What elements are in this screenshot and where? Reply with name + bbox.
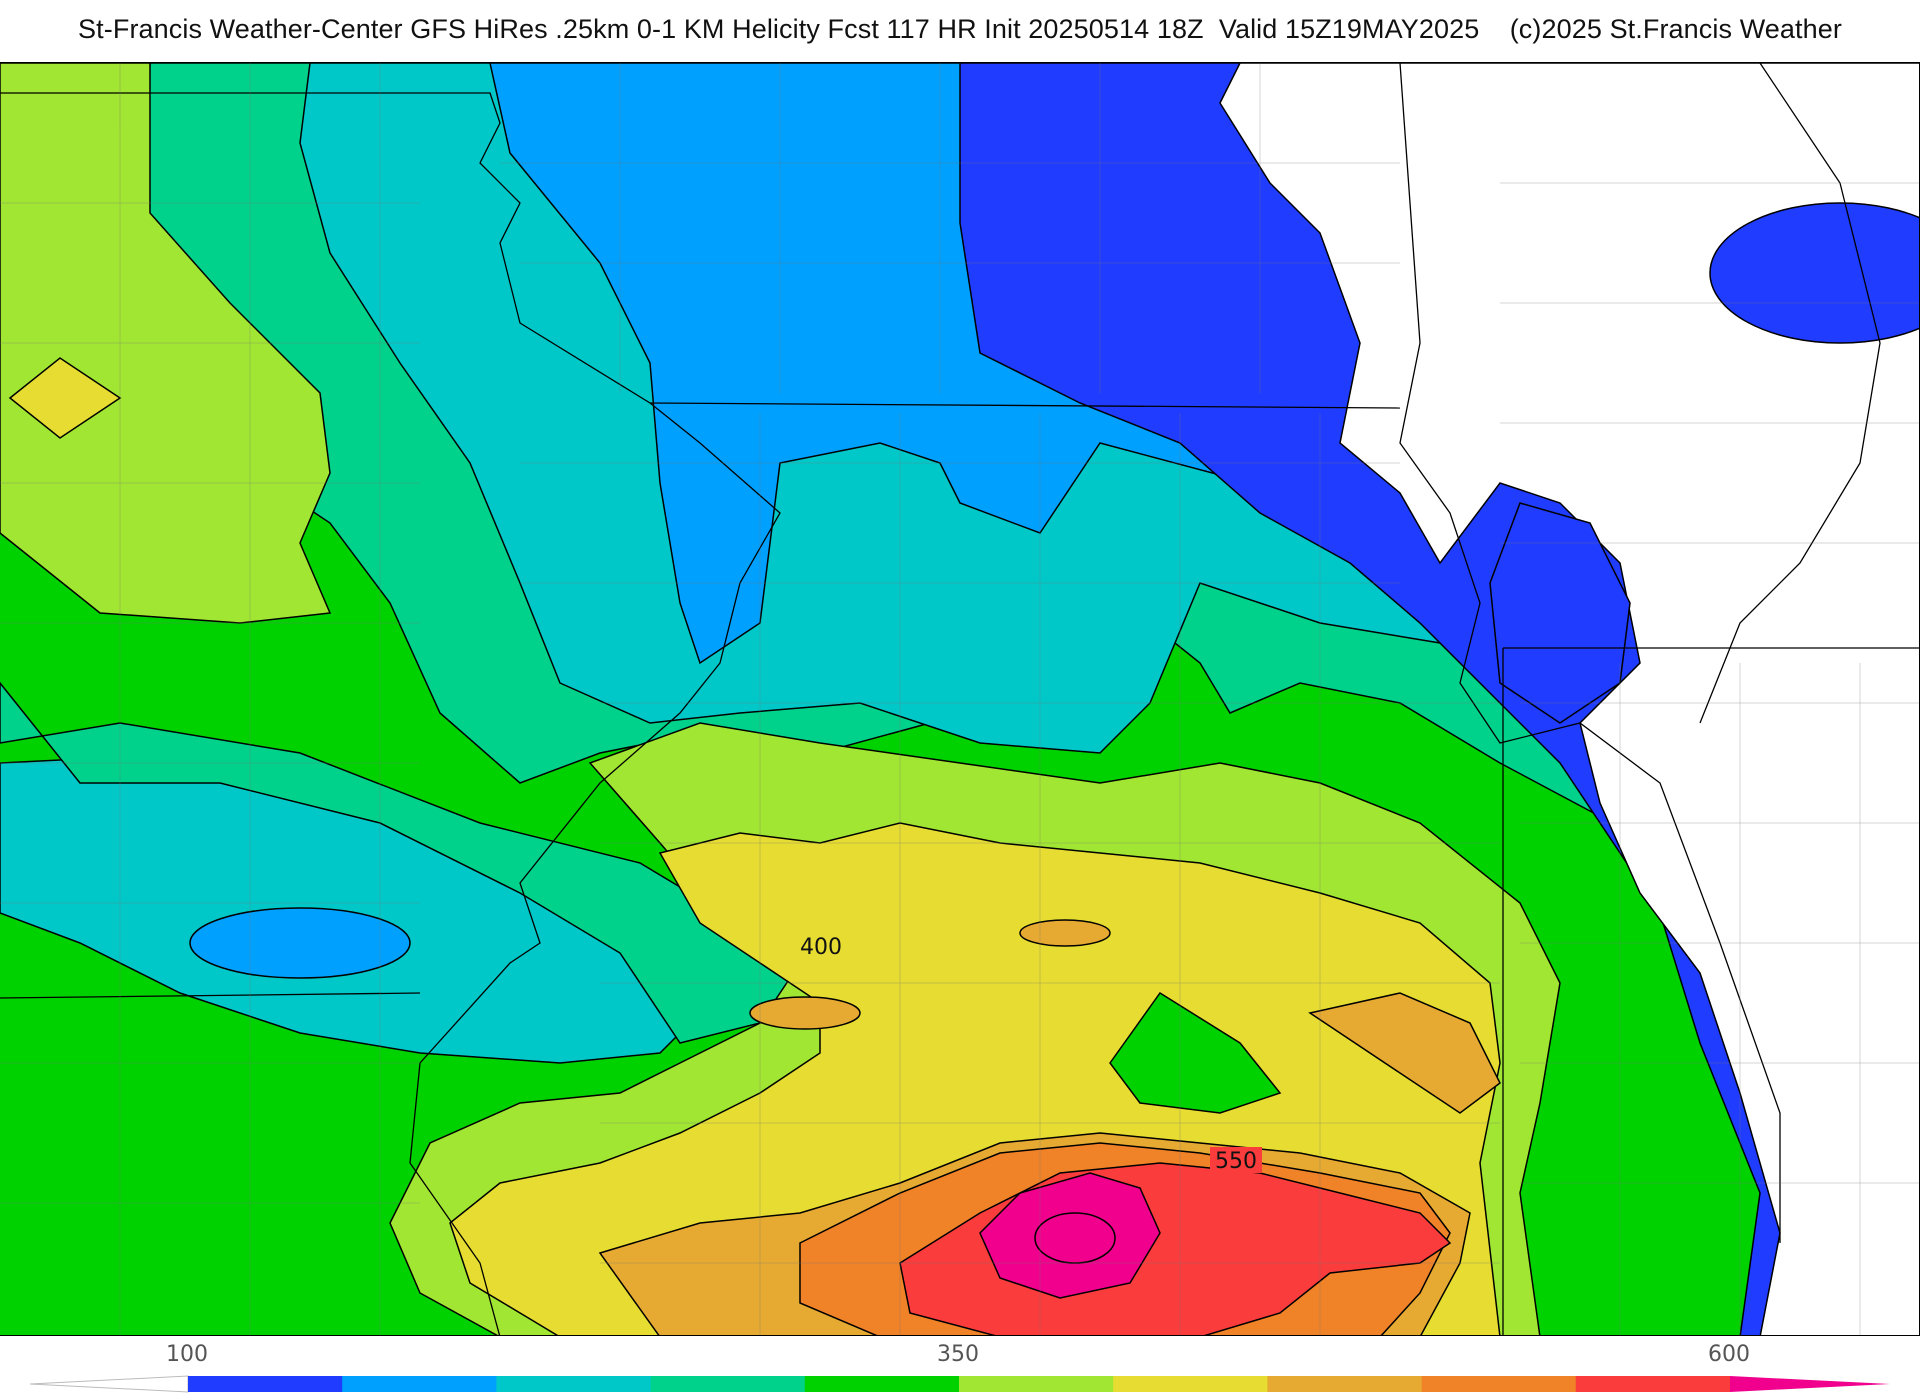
colorbar-bar [30, 1375, 1890, 1393]
colorbar: 100 350 600 [30, 1340, 1890, 1400]
field-orange-east [1308, 992, 1501, 1114]
colorbar-segment [188, 1376, 343, 1392]
colorbar-tick-100: 100 [166, 1342, 208, 1367]
helicity-map-svg: 400 550 [0, 63, 1919, 1335]
contour-label-400-bg [795, 933, 847, 959]
colorbar-segment [1267, 1376, 1423, 1392]
colorbar-segment [1421, 1376, 1577, 1392]
colorbar-segment [1575, 1376, 1731, 1392]
contour-label-550-bg [1210, 1147, 1262, 1173]
colorbar-segment [1113, 1376, 1268, 1392]
field-orange-north [1019, 919, 1111, 947]
field-magenta-peak [979, 1172, 1161, 1299]
field-green-hole [1109, 991, 1282, 1114]
field-blue-southwest [189, 907, 411, 979]
colorbar-segment [342, 1376, 497, 1392]
colorbar-segments [188, 1376, 1731, 1392]
field-white-ne [1219, 63, 1919, 1335]
contour-label-550: 550 [1215, 1149, 1257, 1174]
county-lines [0, 63, 1919, 1335]
colorbar-segment [496, 1376, 652, 1392]
field-orange-west [749, 996, 861, 1030]
colorbar-segment [804, 1376, 960, 1392]
colorbar-tick-600: 600 [1708, 1342, 1750, 1367]
colorbar-segment [650, 1376, 806, 1392]
colorbar-high-arrow [1730, 1376, 1890, 1392]
contour-label-400: 400 [800, 935, 842, 960]
field-darkblue-east [1709, 202, 1919, 344]
colorbar-tick-350: 350 [937, 1342, 979, 1367]
helicity-map: 400 550 [0, 62, 1920, 1336]
field-darkblue-center-east [1489, 502, 1631, 724]
map-title: St-Francis Weather-Center GFS HiRes .25k… [78, 14, 1842, 44]
colorbar-low-arrow [30, 1375, 189, 1393]
colorbar-segment [959, 1376, 1114, 1392]
